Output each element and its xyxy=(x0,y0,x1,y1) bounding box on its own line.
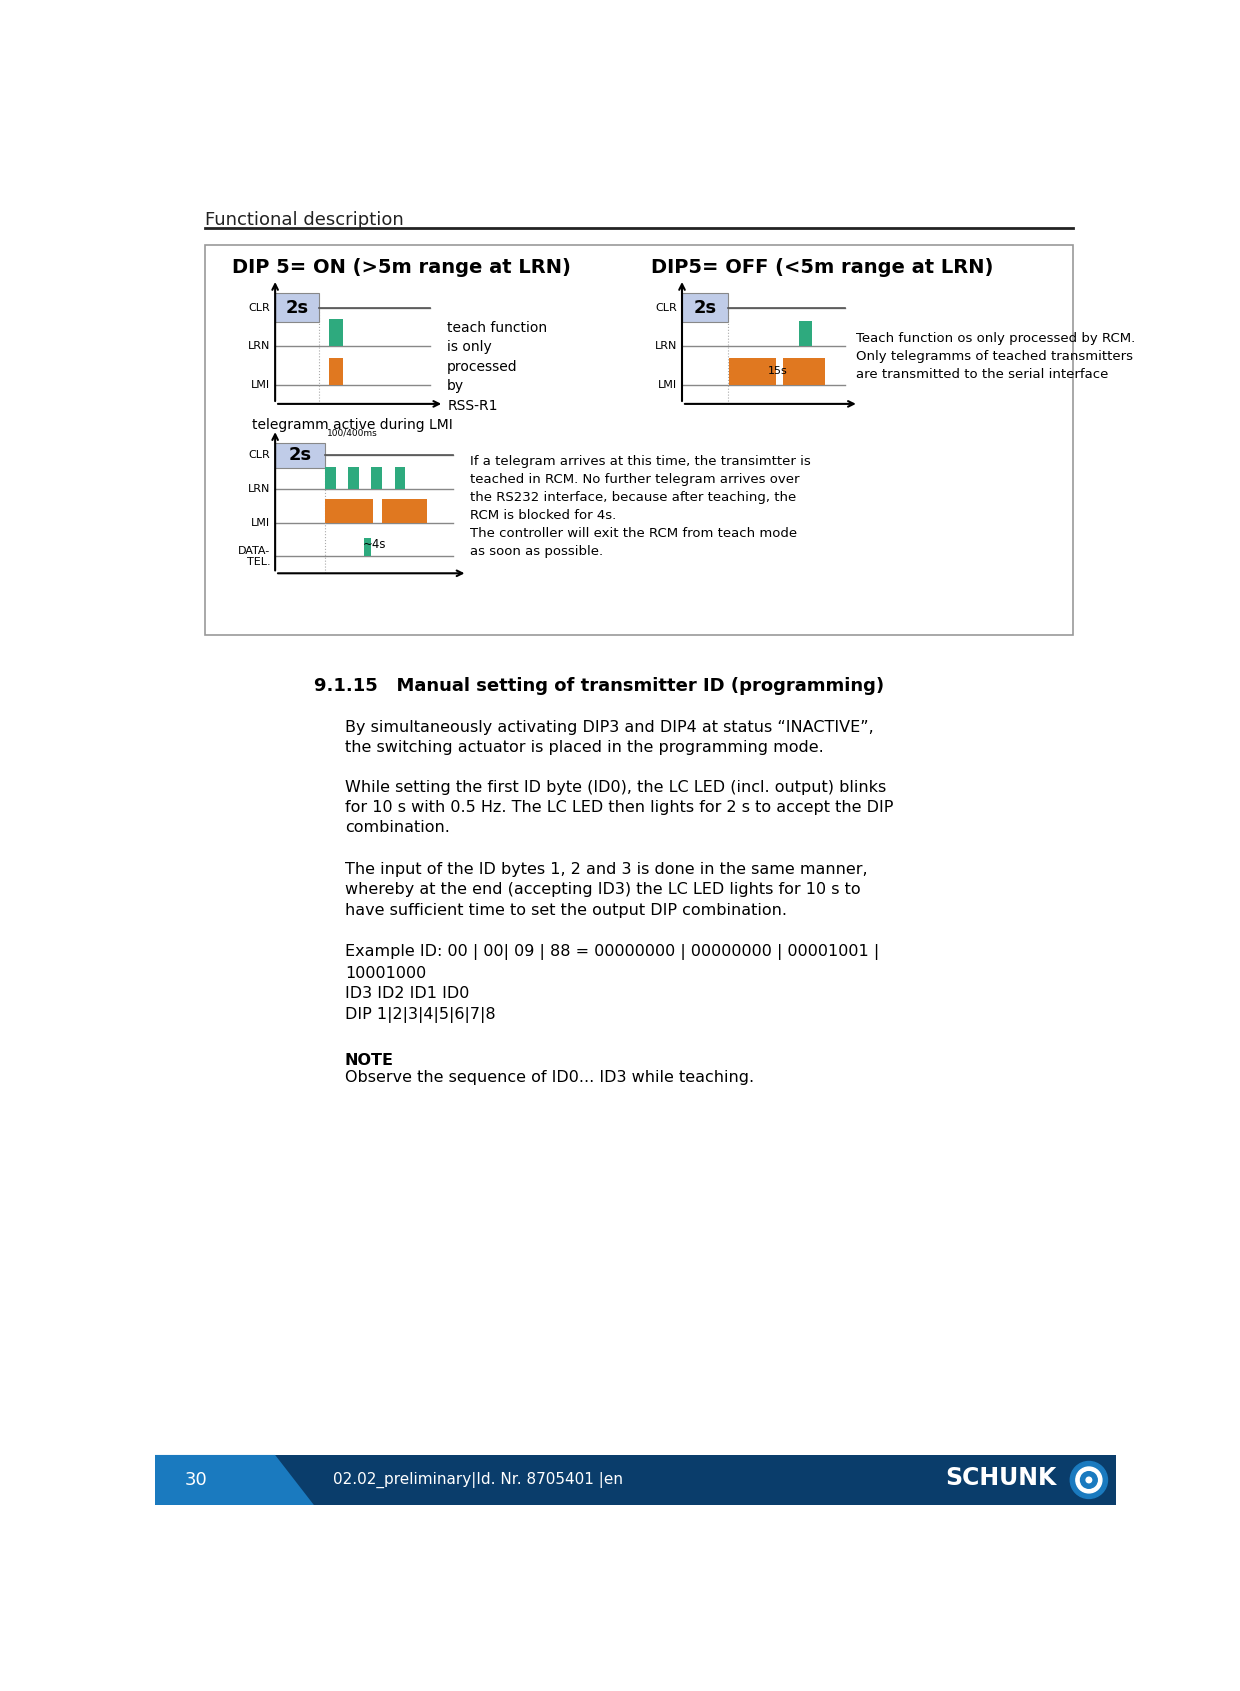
Text: LRN: LRN xyxy=(248,342,270,352)
Text: 2s: 2s xyxy=(289,446,311,465)
Text: 2s: 2s xyxy=(285,299,309,316)
Bar xyxy=(782,358,826,384)
Text: LMI: LMI xyxy=(252,380,270,389)
Bar xyxy=(330,320,343,347)
Text: 30: 30 xyxy=(185,1471,207,1490)
Text: 15s: 15s xyxy=(768,367,787,375)
Circle shape xyxy=(1086,1478,1091,1483)
Bar xyxy=(348,467,358,489)
Text: DIP5= OFF (<5m range at LRN): DIP5= OFF (<5m range at LRN) xyxy=(651,257,993,277)
Text: telegramm active during LMI: telegramm active during LMI xyxy=(252,418,453,431)
Circle shape xyxy=(1070,1461,1107,1498)
Text: 2s: 2s xyxy=(693,299,717,316)
Text: LMI: LMI xyxy=(252,517,270,528)
Bar xyxy=(682,293,728,321)
Text: SCHUNK: SCHUNK xyxy=(945,1466,1056,1490)
Text: Teach function os only processed by RCM.
Only telegramms of teached transmitters: Teach function os only processed by RCM.… xyxy=(857,331,1136,380)
Bar xyxy=(275,443,325,468)
Text: DATA-
TEL.: DATA- TEL. xyxy=(238,546,270,566)
Circle shape xyxy=(1076,1468,1102,1493)
Text: ~4s: ~4s xyxy=(363,538,387,551)
Text: LRN: LRN xyxy=(248,484,270,494)
Text: Example ID: 00 | 00| 09 | 88 = 00000000 | 00000000 | 00001001 |
10001000
ID3 ID2: Example ID: 00 | 00| 09 | 88 = 00000000 … xyxy=(345,945,879,1023)
Bar xyxy=(325,467,336,489)
Bar xyxy=(325,499,373,523)
Bar xyxy=(800,321,812,347)
Text: The input of the ID bytes 1, 2 and 3 is done in the same manner,
whereby at the : The input of the ID bytes 1, 2 and 3 is … xyxy=(345,862,868,918)
Bar xyxy=(729,358,776,384)
Text: LMI: LMI xyxy=(658,380,677,389)
Bar xyxy=(372,467,382,489)
Polygon shape xyxy=(155,1454,314,1505)
Text: Functional description: Functional description xyxy=(206,211,404,230)
Circle shape xyxy=(1080,1471,1097,1488)
Text: If a telegram arrives at this time, the transimtter is
teached in RCM. No furthe: If a telegram arrives at this time, the … xyxy=(470,455,811,558)
Bar xyxy=(394,467,405,489)
Bar xyxy=(365,538,372,556)
Bar xyxy=(330,358,343,384)
Text: 02.02_preliminary|Id. Nr. 8705401 |en: 02.02_preliminary|Id. Nr. 8705401 |en xyxy=(334,1471,624,1488)
Text: 9.1.15   Manual setting of transmitter ID (programming): 9.1.15 Manual setting of transmitter ID … xyxy=(314,676,884,695)
Text: Observe the sequence of ID0... ID3 while teaching.: Observe the sequence of ID0... ID3 while… xyxy=(345,1070,754,1086)
Bar xyxy=(155,1454,1116,1505)
Text: LRN: LRN xyxy=(655,342,677,352)
Text: DIP 5= ON (>5m range at LRN): DIP 5= ON (>5m range at LRN) xyxy=(233,257,572,277)
Text: 100/400ms: 100/400ms xyxy=(327,430,377,438)
Text: CLR: CLR xyxy=(656,303,677,313)
Text: While setting the first ID byte (ID0), the LC LED (incl. output) blinks
for 10 s: While setting the first ID byte (ID0), t… xyxy=(345,780,893,835)
Text: NOTE: NOTE xyxy=(345,1053,394,1069)
Bar xyxy=(206,245,1074,634)
Bar xyxy=(382,499,427,523)
Bar xyxy=(275,293,319,321)
Text: CLR: CLR xyxy=(249,450,270,460)
Text: CLR: CLR xyxy=(249,303,270,313)
Text: teach function
is only
processed
by
RSS-R1: teach function is only processed by RSS-… xyxy=(448,321,547,413)
Text: By simultaneously activating DIP3 and DIP4 at status “INACTIVE”,
the switching a: By simultaneously activating DIP3 and DI… xyxy=(345,720,874,754)
